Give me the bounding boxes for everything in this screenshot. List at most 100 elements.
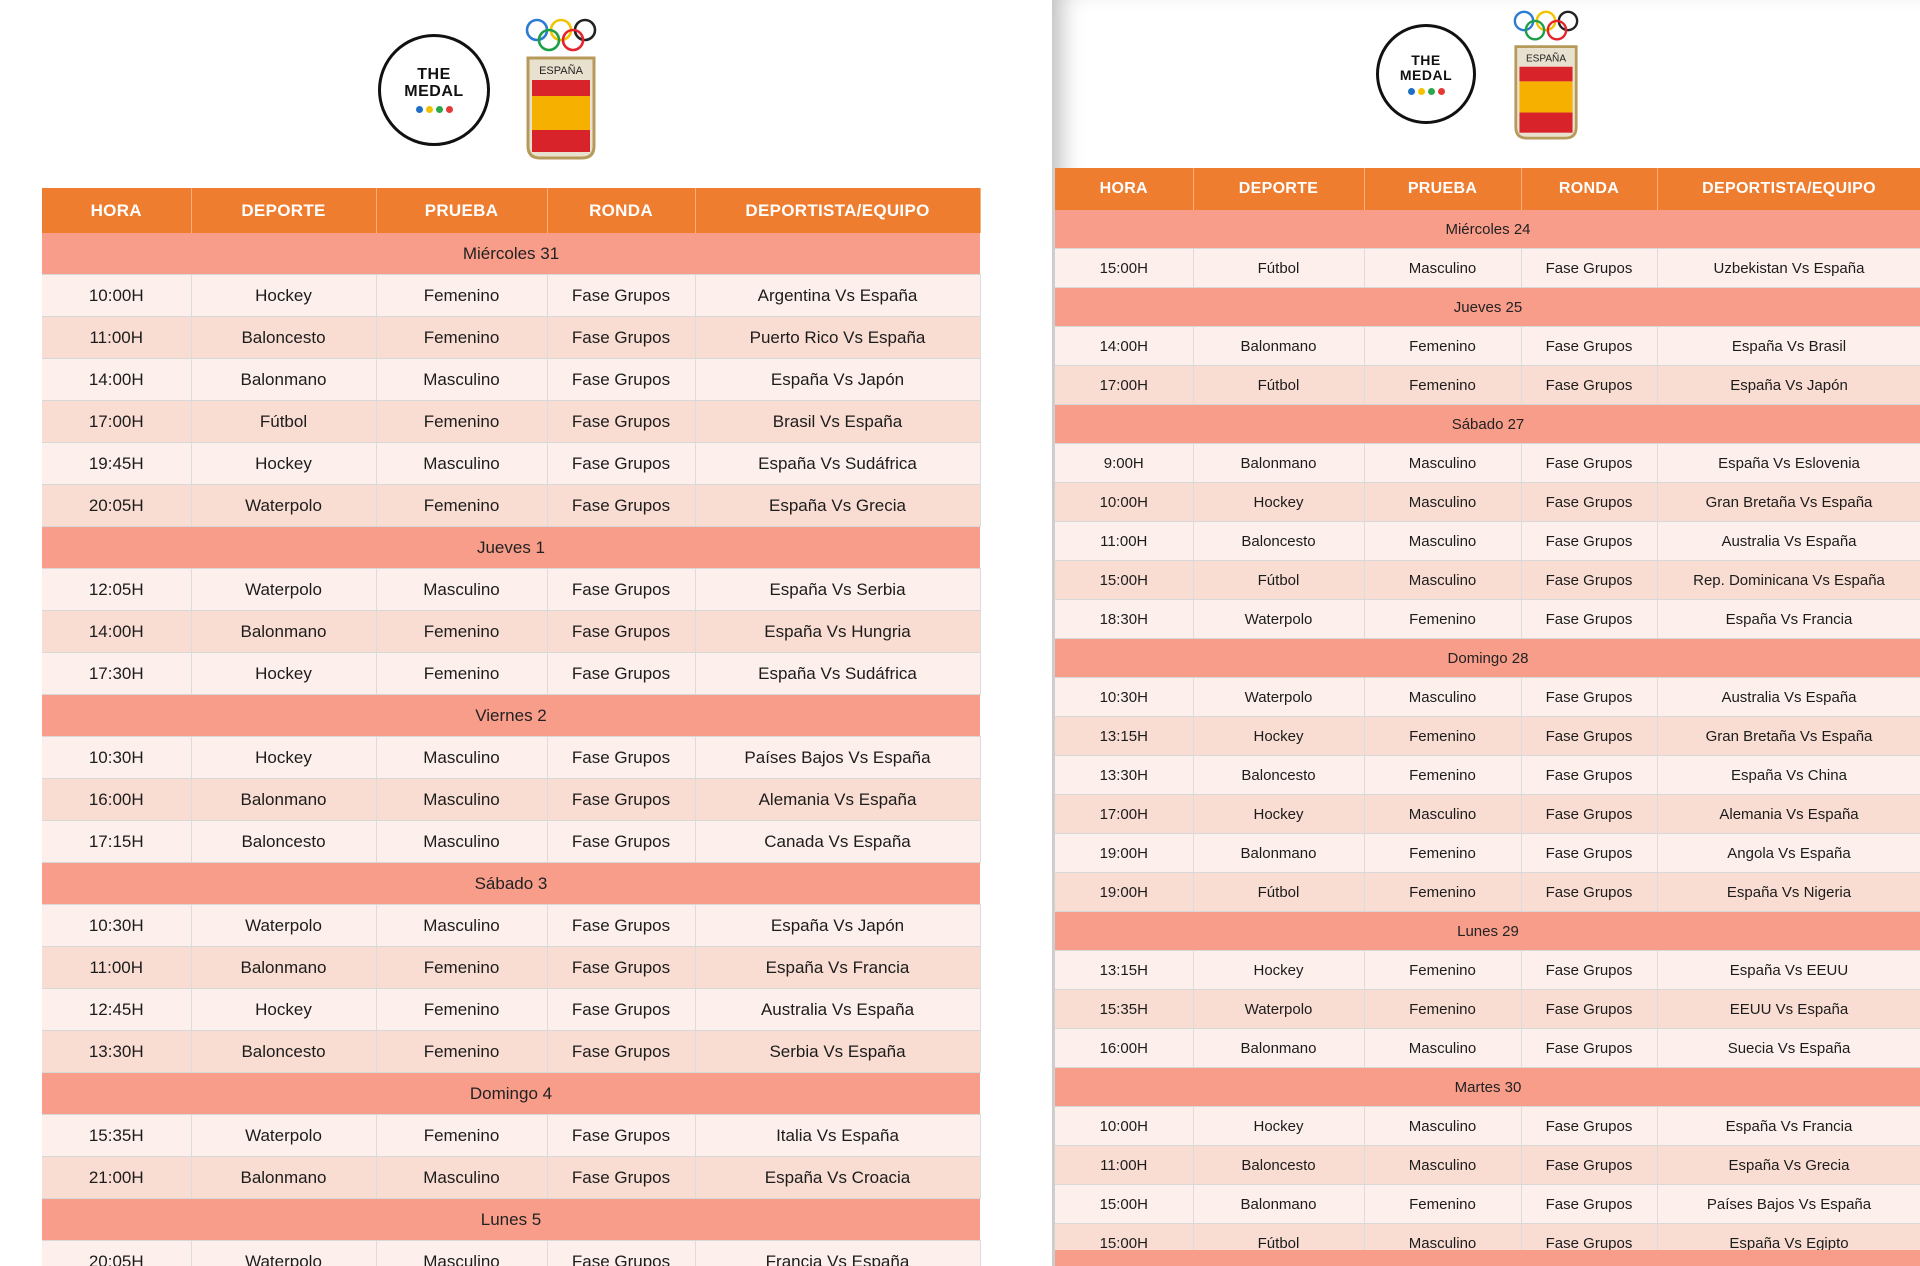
cell-hora: 18:30H [1055, 599, 1194, 639]
table-row: 15:00H Fútbol Masculino Fase Grupos Rep. Dom… [1055, 560, 1920, 600]
cell-prueba: Masculino [376, 358, 548, 401]
cell-deporte: Hockey [1193, 950, 1365, 990]
cell-ronda: Fase Grupos [1521, 482, 1658, 522]
medal-dots-icon [1407, 88, 1445, 96]
cell-hora: 10:00H [1055, 1106, 1194, 1146]
cell-deportista-equipo: España Vs Grecia [1657, 1145, 1920, 1185]
cell-deportista-equipo: Argentina Vs España [695, 274, 981, 317]
table-row: 16:00H Balonmano Masculino Fase Grupos Alema… [42, 778, 981, 821]
cell-hora: 16:00H [1055, 1028, 1194, 1068]
table-row: 11:00H Baloncesto Masculino Fase Grupos Aust… [1055, 521, 1920, 561]
cell-ronda: Fase Grupos [547, 1156, 696, 1199]
cell-ronda: Fase Grupos [1521, 1145, 1658, 1185]
cell-ronda: Fase Grupos [1521, 950, 1658, 990]
cell-prueba: Masculino [376, 1240, 548, 1266]
cell-deportista-equipo: Alemania Vs España [695, 778, 981, 821]
cell-prueba: Masculino [376, 736, 548, 779]
cell-deporte: Hockey [1193, 1106, 1365, 1146]
cell-deportista-equipo: Serbia Vs España [695, 1030, 981, 1073]
column-header-deportista-equipo: DEPORTISTA/EQUIPO [695, 188, 981, 233]
cell-deportista-equipo: España Vs Japón [695, 904, 981, 947]
cell-hora: 17:00H [1055, 365, 1194, 405]
olympic-rings-shield-icon: ESPAÑA [1513, 10, 1579, 140]
cell-deporte: Baloncesto [191, 1030, 377, 1073]
day-label: Jueves 25 [1055, 287, 1920, 327]
cell-hora: 20:05H [42, 484, 192, 527]
cell-hora: 19:00H [1055, 872, 1194, 912]
table-row: 15:35H Waterpolo Femenino Fase Grupos Italia… [42, 1114, 981, 1157]
day-label: Martes 30 [1055, 1067, 1920, 1107]
cell-deporte: Fútbol [191, 400, 377, 443]
table-row: 11:00H Balonmano Femenino Fase Grupos España… [42, 946, 981, 989]
cell-ronda: Fase Grupos [1521, 833, 1658, 873]
cell-hora: 15:35H [42, 1114, 192, 1157]
day-label: Sábado 3 [42, 862, 980, 905]
cell-deporte: Balonmano [191, 358, 377, 401]
table-row: 17:30H Hockey Femenino Fase Grupos España Vs… [42, 652, 981, 695]
cell-deportista-equipo: España Vs Serbia [695, 568, 981, 611]
cell-ronda: Fase Grupos [1521, 989, 1658, 1029]
cell-ronda: Fase Grupos [547, 484, 696, 527]
cell-deporte: Waterpolo [191, 1114, 377, 1157]
cell-prueba: Femenino [1364, 833, 1522, 873]
cell-deporte: Fútbol [1193, 560, 1365, 600]
cell-ronda: Fase Grupos [547, 442, 696, 485]
cell-ronda: Fase Grupos [1521, 443, 1658, 483]
cell-deportista-equipo: España Vs Grecia [695, 484, 981, 527]
spain-olympic-committee-logo: ESPAÑA [1510, 10, 1582, 140]
cell-prueba: Femenino [1364, 755, 1522, 795]
column-header-hora: HORA [1055, 168, 1194, 210]
cell-hora: 11:00H [42, 946, 192, 989]
cell-deportista-equipo: España Vs Sudáfrica [695, 652, 981, 695]
table-row: 15:00H Balonmano Femenino Fase Grupos Países… [1055, 1184, 1920, 1224]
the-medal-logo: THE MEDAL [378, 34, 490, 146]
medal-dot [1407, 88, 1415, 96]
cell-ronda: Fase Grupos [547, 568, 696, 611]
cell-deportista-equipo: Países Bajos Vs España [695, 736, 981, 779]
cell-ronda: Fase Grupos [547, 610, 696, 653]
table-row: 14:00H Balonmano Masculino Fase Grupos Españ… [42, 358, 981, 401]
schedule-table: HORA DEPORTE PRUEBA RONDA DEPORTISTA/EQUIPO … [1055, 168, 1920, 1266]
cell-ronda: Fase Grupos [1521, 1184, 1658, 1224]
day-header-row: Jueves 1 [42, 526, 980, 569]
cell-deporte: Hockey [1193, 482, 1365, 522]
table-row: 18:30H Waterpolo Femenino Fase Grupos España… [1055, 599, 1920, 639]
cell-prueba: Femenino [376, 1114, 548, 1157]
cell-ronda: Fase Grupos [1521, 677, 1658, 717]
cell-hora: 13:15H [1055, 716, 1194, 756]
cell-ronda: Fase Grupos [547, 400, 696, 443]
cell-ronda: Fase Grupos [1521, 716, 1658, 756]
cell-deportista-equipo: Angola Vs España [1657, 833, 1920, 873]
cell-ronda: Fase Grupos [1521, 1028, 1658, 1068]
cell-deportista-equipo: España Vs Croacia [695, 1156, 981, 1199]
cell-deportista-equipo: España Vs Eslovenia [1657, 443, 1920, 483]
cell-ronda: Fase Grupos [547, 1240, 696, 1266]
table-row: 13:15H Hockey Femenino Fase Grupos Gran Bret… [1055, 716, 1920, 756]
table-row: 15:35H Waterpolo Femenino Fase Grupos EEUU V… [1055, 989, 1920, 1029]
cell-prueba: Femenino [376, 274, 548, 317]
cell-deportista-equipo: Italia Vs España [695, 1114, 981, 1157]
cell-deporte: Fútbol [1193, 872, 1365, 912]
cell-deporte: Hockey [191, 736, 377, 779]
cell-deportista-equipo: Australia Vs España [1657, 521, 1920, 561]
table-row: 9:00H Balonmano Masculino Fase Grupos España… [1055, 443, 1920, 483]
cell-deportista-equipo: Canada Vs España [695, 820, 981, 863]
cell-hora: 15:00H [1055, 1184, 1194, 1224]
table-header-row: HORA DEPORTE PRUEBA RONDA DEPORTISTA/EQUIPO [42, 188, 981, 233]
cell-deporte: Balonmano [1193, 833, 1365, 873]
day-header-row: Lunes 29 [1055, 911, 1920, 951]
cell-prueba: Masculino [376, 820, 548, 863]
cell-deporte: Balonmano [191, 1156, 377, 1199]
cell-ronda: Fase Grupos [1521, 599, 1658, 639]
cell-hora: 16:00H [42, 778, 192, 821]
cell-deportista-equipo: Puerto Rico Vs España [695, 316, 981, 359]
cell-prueba: Masculino [1364, 248, 1522, 288]
schedule-page-right: THE MEDAL ESPAÑA HORA DEPORTE PRUEBA RONDA D… [1052, 0, 1920, 1266]
cell-deporte: Hockey [1193, 794, 1365, 834]
cell-ronda: Fase Grupos [547, 1114, 696, 1157]
cell-prueba: Masculino [1364, 482, 1522, 522]
cell-prueba: Femenino [376, 610, 548, 653]
table-row: 17:00H Hockey Masculino Fase Grupos Alemania… [1055, 794, 1920, 834]
column-header-prueba: PRUEBA [376, 188, 548, 233]
cell-ronda: Fase Grupos [1521, 326, 1658, 366]
